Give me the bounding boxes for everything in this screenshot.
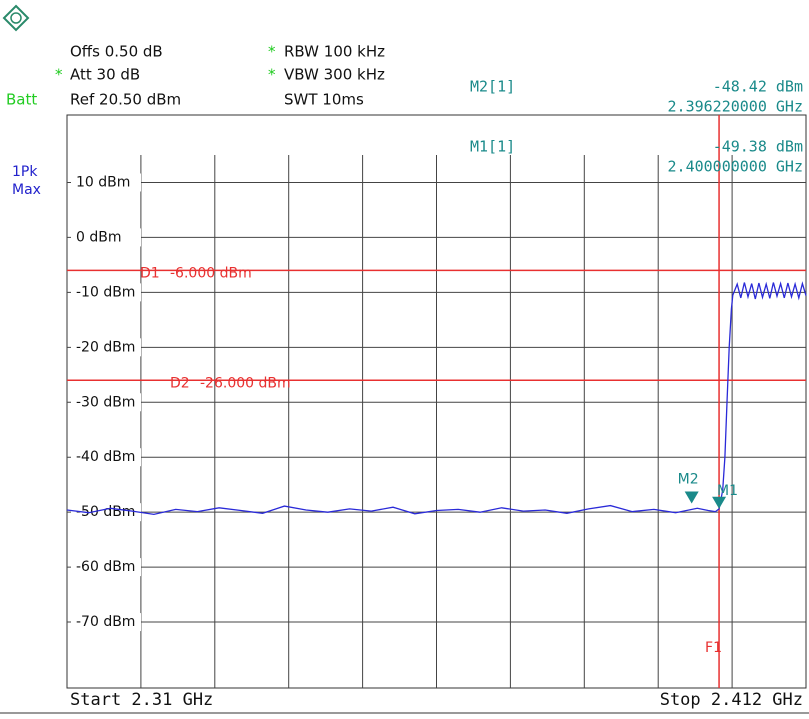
marker-label: M2[1] [470, 78, 515, 96]
label-bg [71, 283, 141, 302]
marker-name: M1 [717, 483, 738, 499]
label-bg [71, 228, 141, 247]
label-bg [71, 338, 141, 357]
marker-label: M1[1] [470, 138, 515, 156]
y-tick-label: -20 dBm [76, 339, 135, 355]
start-frequency: Start 2.31 GHz [70, 690, 213, 710]
y-tick-label: -30 dBm [76, 394, 135, 410]
y-tick-label: 0 dBm [76, 229, 122, 245]
marker-value: -49.38 dBm [713, 138, 803, 156]
stop-frequency: Stop 2.412 GHz [660, 690, 803, 710]
marker [684, 491, 699, 504]
marker-name: M2 [678, 471, 699, 487]
trace [66, 281, 807, 516]
marker-frequency: 2.396220000 GHz [668, 98, 803, 116]
label-bg [71, 503, 141, 522]
sweep-time: SWT 10ms [284, 91, 364, 109]
rbw: RBW 100 kHz [284, 43, 385, 61]
label-bg [71, 393, 141, 412]
trace-mode: Max [12, 182, 41, 198]
display-line-label: -26.000 dBm [200, 375, 291, 391]
attenuation: Att 30 dB [70, 66, 140, 84]
y-tick-label: -10 dBm [76, 284, 135, 300]
marker-value: -48.42 dBm [713, 78, 803, 96]
label-bg [71, 613, 141, 632]
logo [2, 4, 30, 32]
label-bg [71, 448, 141, 467]
y-tick-label: 10 dBm [76, 174, 130, 190]
frequency-line-name: F1 [705, 640, 722, 656]
att-flag: * [55, 66, 63, 84]
marker [712, 496, 727, 509]
display-line-name: D2 [170, 375, 190, 391]
display-line-label: -6.000 dBm [170, 265, 252, 281]
battery: Batt [6, 91, 37, 109]
y-tick-label: -50 dBm [76, 504, 135, 520]
rbw-flag: * [268, 43, 276, 61]
offset: Offs 0.50 dB [70, 43, 163, 61]
vbw-flag: * [268, 66, 276, 84]
label-bg [71, 558, 141, 577]
trace-mode: 1Pk [12, 164, 38, 180]
reference-level: Ref 20.50 dBm [70, 91, 181, 109]
display-line-name: D1 [140, 265, 160, 281]
y-tick-label: -40 dBm [76, 449, 135, 465]
label-bg [71, 173, 141, 192]
marker-frequency: 2.400000000 GHz [668, 158, 803, 176]
vbw: VBW 300 kHz [284, 66, 385, 84]
y-tick-label: -70 dBm [76, 614, 135, 630]
y-tick-label: -60 dBm [76, 559, 135, 575]
